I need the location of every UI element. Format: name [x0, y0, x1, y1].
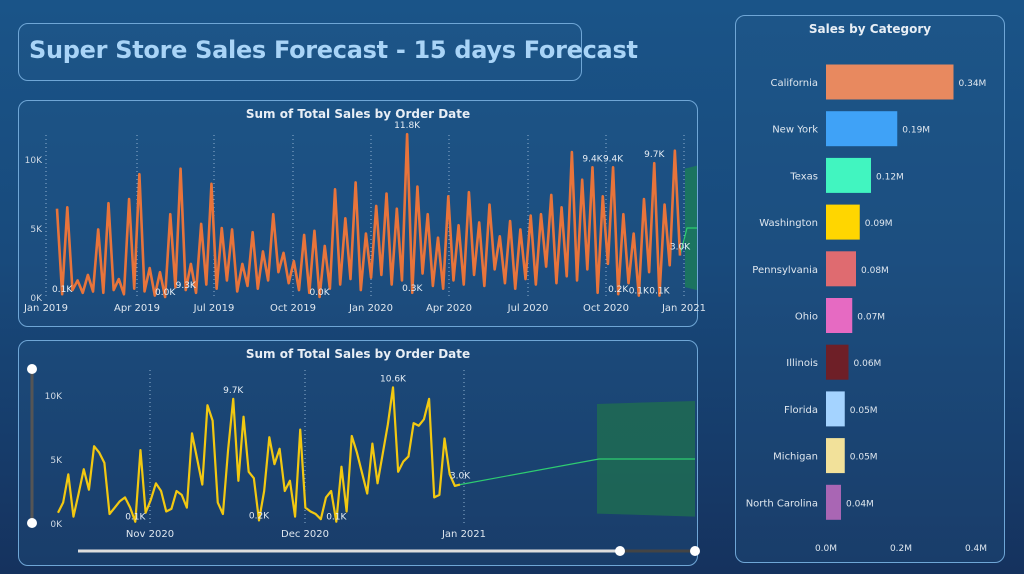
chart-title: Sum of Total Sales by Order Date [245, 347, 471, 361]
data-label: 9.7K [223, 386, 244, 396]
x-tick-label: Dec 2020 [281, 529, 329, 540]
data-label: 0.1K [326, 513, 347, 523]
chart-title: Sum of Total Sales by Order Date [245, 107, 471, 121]
forecast-line [459, 458, 695, 486]
page-title: Super Store Sales Forecast - 15 days For… [29, 36, 638, 64]
sales-line [57, 386, 461, 523]
chart-title: Sales by Category [808, 22, 932, 36]
data-label: 0.2K [249, 511, 270, 521]
y-tick-label: 5K [50, 456, 63, 466]
data-label: 10.6K [380, 374, 407, 384]
data-label: 0.1K [125, 513, 146, 523]
y-tick-label: 10K [45, 392, 63, 402]
sales-by-category-chart[interactable]: Sales by Category [735, 15, 1005, 563]
y-zoom-slider-top-handle[interactable] [27, 364, 37, 374]
x-zoom-slider-left-handle[interactable] [615, 546, 625, 556]
data-label: 3.0K [450, 472, 471, 482]
x-zoom-slider-right-handle[interactable] [690, 546, 700, 556]
y-zoom-slider-bottom-handle[interactable] [27, 518, 37, 528]
y-tick-label: 0K [50, 520, 63, 530]
x-tick-label: Nov 2020 [126, 529, 174, 540]
x-tick-label: Jan 2021 [441, 529, 486, 540]
title-box: Super Store Sales Forecast - 15 days For… [18, 23, 638, 81]
